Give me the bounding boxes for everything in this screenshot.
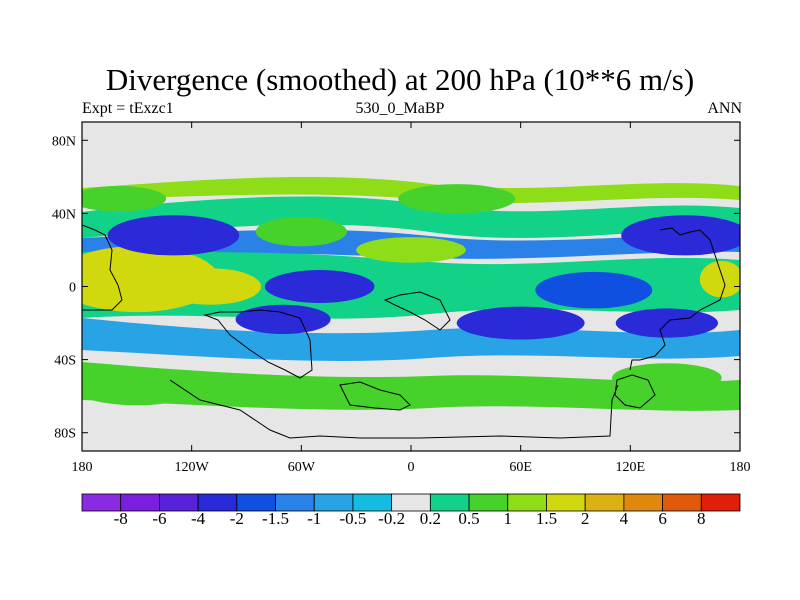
x-tick-label: 180 (72, 460, 93, 475)
colorbar-label: 4 (619, 509, 629, 528)
south-island-outline (339, 381, 411, 411)
period-label: 530_0_MaBP (355, 100, 445, 117)
colorbar-label: -4 (191, 509, 206, 528)
africa-outline (383, 291, 451, 331)
colorbar-label: -8 (113, 509, 128, 528)
anomaly-contour (255, 217, 348, 247)
colorbar-label: 6 (658, 509, 667, 528)
anomaly-contour (456, 306, 585, 340)
anomaly-contour (107, 215, 240, 256)
southern-green-belt (82, 362, 740, 411)
season-label: ANN (707, 100, 742, 117)
south-america-outline (203, 309, 313, 379)
map-title: Divergence (smoothed) at 200 hPa (10**6 … (105, 62, 695, 97)
colorbar-swatch (623, 493, 663, 512)
y-tick-label: 40S (54, 354, 76, 369)
y-tick-label: 80S (54, 427, 76, 442)
colorbar-label: -6 (152, 509, 167, 528)
west-pacific-coast (82, 224, 123, 311)
colorbar-swatch (584, 493, 625, 512)
contour-blobs (82, 184, 740, 406)
anomaly-contour (356, 237, 466, 263)
colorbar-label: -1 (307, 509, 322, 528)
experiment-label: Expt = tExzc1 (82, 100, 174, 117)
colorbar-label: 2 (580, 509, 590, 528)
east-asia-coast (629, 227, 726, 371)
x-tick-label: 0 (408, 460, 415, 475)
anomaly-contour (264, 270, 375, 303)
colorbar-label: 0.5 (458, 509, 480, 528)
y-axis: 80N 40N 0 40S 80S (52, 134, 740, 442)
x-tick-label: 120W (175, 460, 210, 475)
coastlines (82, 224, 726, 439)
colorbar-swatch (700, 493, 741, 512)
colorbar-label: -2 (229, 509, 244, 528)
x-axis: 180 120W 60W 0 60E 120E 180 (72, 122, 751, 475)
colorbar-label: 1.5 (535, 509, 558, 528)
colorbar (81, 493, 741, 512)
y-tick-label: 0 (69, 281, 76, 296)
colorbar-label: -0.5 (339, 509, 367, 528)
anomaly-contour (82, 185, 167, 212)
southern-blue-belt (82, 318, 740, 361)
anomaly-contour (535, 271, 653, 309)
anomaly-contour (82, 368, 201, 406)
anomaly-contour (398, 184, 516, 214)
y-tick-label: 80N (52, 134, 76, 149)
x-tick-label: 60W (288, 460, 316, 475)
colorbar-label: 8 (697, 509, 706, 528)
colorbar-label: -0.2 (378, 509, 406, 528)
x-tick-label: 180 (730, 460, 751, 475)
australia-outline (614, 374, 656, 409)
colorbar-swatch (662, 493, 702, 512)
colorbar-label: -1.5 (262, 509, 289, 528)
y-tick-label: 40N (52, 207, 76, 222)
anomaly-contour (82, 246, 220, 313)
anomaly-contour (235, 304, 331, 335)
anomaly-contour (612, 363, 722, 393)
antarctic-coast (169, 379, 619, 439)
x-tick-label: 60E (509, 460, 532, 475)
northern-green-belt (82, 196, 740, 238)
anomaly-contour (621, 215, 740, 256)
x-tick-label: 120E (616, 460, 646, 475)
colorbar-label: 0.2 (419, 509, 441, 528)
anomaly-contour (699, 260, 740, 298)
colorbar-label: 1 (503, 509, 513, 528)
